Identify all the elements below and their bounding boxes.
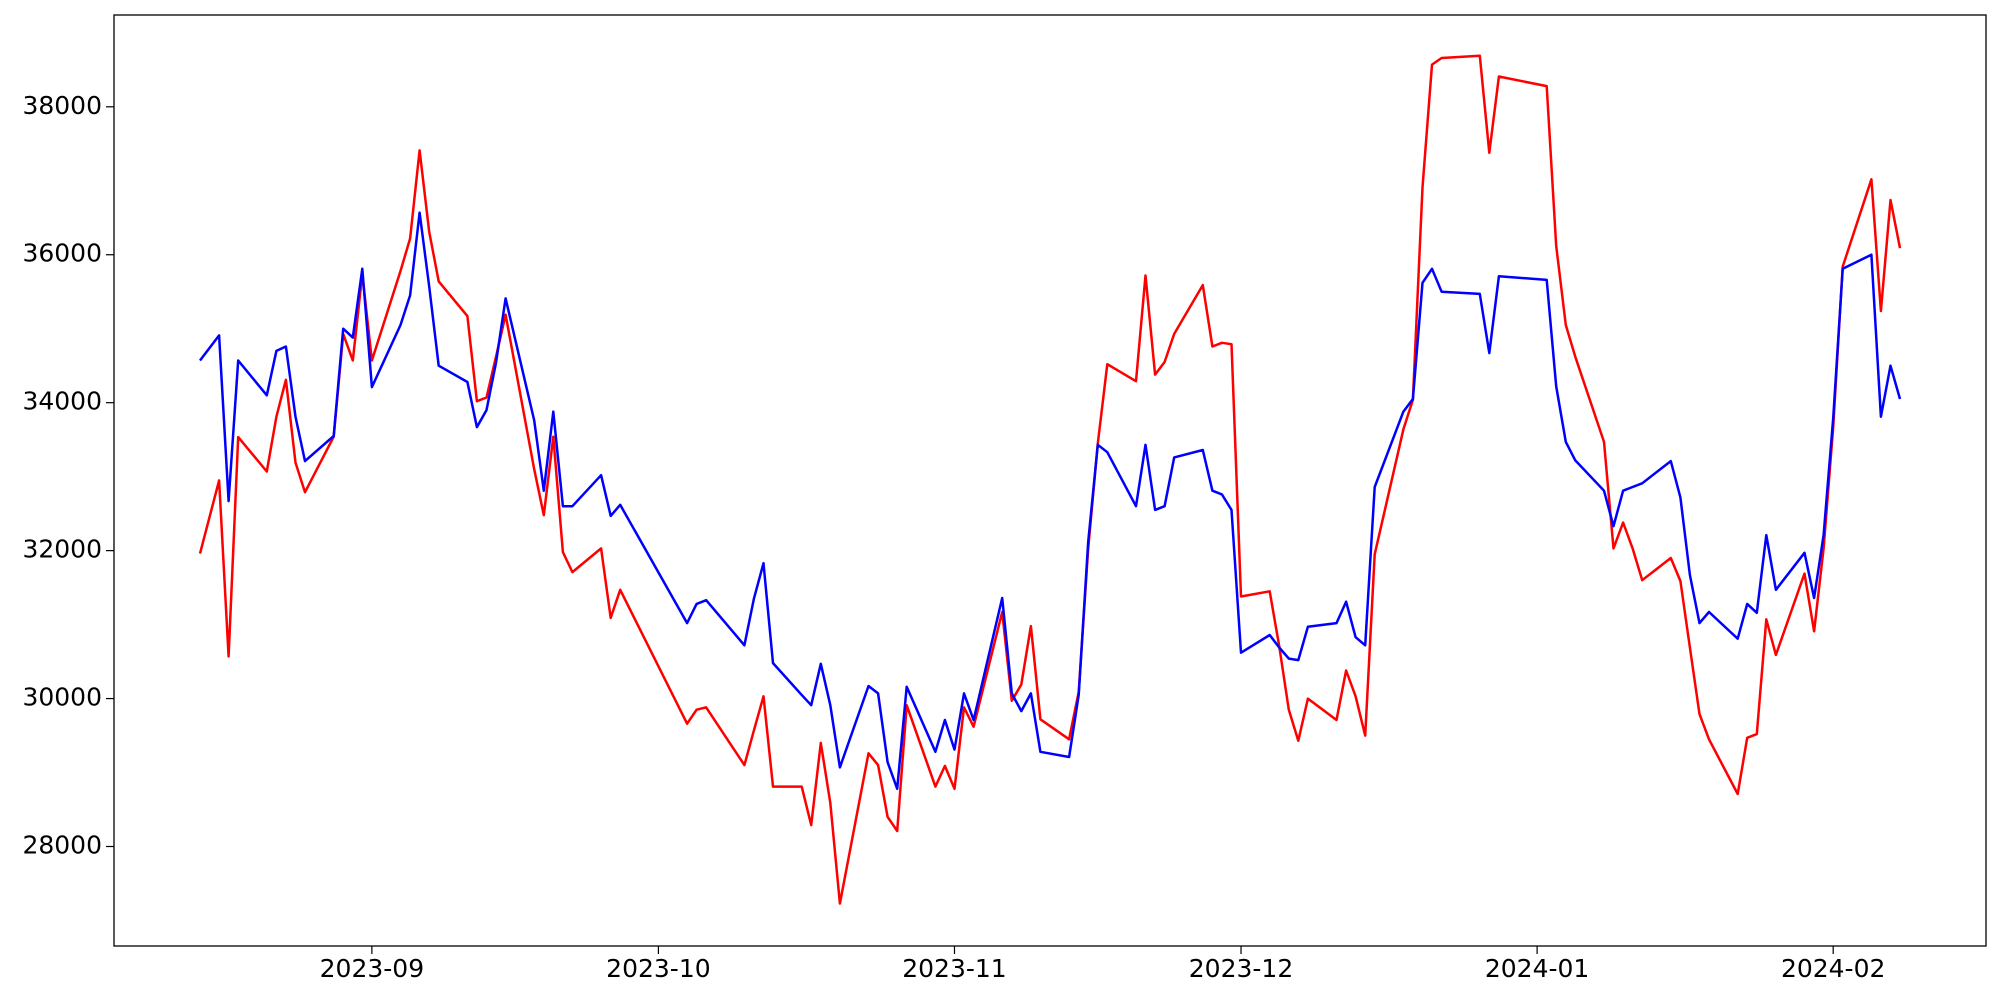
x-tick-label: 2024-02: [1781, 954, 1885, 983]
y-tick-label: 36000: [22, 239, 102, 268]
x-tick-label: 2023-09: [320, 954, 424, 983]
x-tick-label: 2023-11: [902, 954, 1006, 983]
y-tick-label: 38000: [22, 91, 102, 120]
y-tick-label: 32000: [22, 535, 102, 564]
series-line: [199, 211, 1902, 791]
y-tick-label: 30000: [22, 683, 102, 712]
x-tick-label: 2023-10: [606, 954, 710, 983]
series-line: [198, 54, 1902, 905]
y-tick-label: 34000: [22, 387, 102, 416]
plot-frame: [113, 14, 1987, 947]
y-tick-label: 28000: [22, 831, 102, 860]
x-tick-label: 2024-01: [1485, 954, 1589, 983]
x-tick-label: 2023-12: [1189, 954, 1293, 983]
